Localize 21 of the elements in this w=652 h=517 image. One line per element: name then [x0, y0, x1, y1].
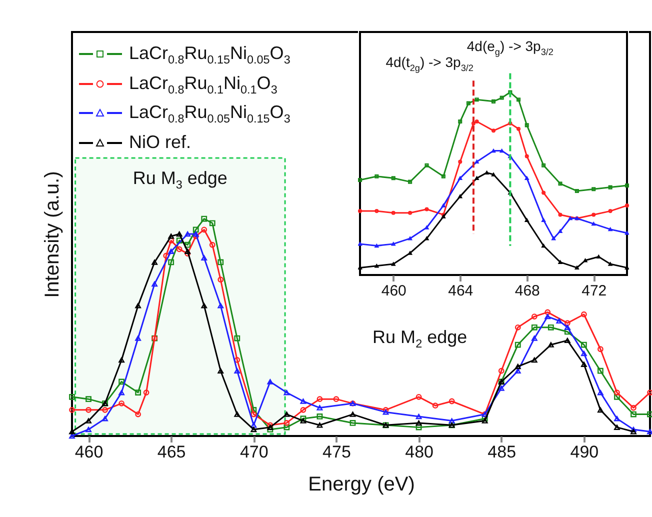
legend-label: LaCr$_{0.8}$Ru$_{0.1}$Ni$_{0.1}$O$_{3}$: [129, 72, 278, 96]
legend-label: LaCr$_{0.8}$Ru$_{0.05}$Ni$_{0.15}$O$_{3}$: [129, 102, 290, 126]
x-tick-label: 470: [240, 442, 268, 462]
x-tick-label: 475: [322, 442, 351, 462]
ref-line-label: 4d(e$_{g}$) -> 3p$_{3/2}$: [466, 38, 554, 57]
x-tick-label: 472: [582, 282, 607, 300]
x-tick-label: 465: [157, 442, 186, 462]
band-label: Ru M$_{3}$ edge: [132, 168, 228, 192]
x-tick-label: 480: [405, 442, 434, 462]
x-tick-label: 468: [514, 282, 540, 300]
x-tick-label: 460: [74, 442, 104, 462]
x-tick-label: 485: [488, 442, 516, 462]
legend-label: LaCr$_{0.8}$Ru$_{0.15}$Ni$_{0.05}$O$_{3}$: [129, 43, 290, 67]
y-axis-title: Intensity (a.u.): [42, 171, 64, 298]
legend-label: NiO ref.: [129, 132, 192, 152]
x-axis-title: Energy (eV): [308, 474, 415, 496]
x-tick-label: 460: [381, 282, 406, 300]
x-tick-label: 464: [448, 282, 474, 300]
x-tick-label: 490: [570, 442, 599, 462]
annotation: Ru M$_{2}$ edge: [372, 327, 468, 351]
ref-line-label: 4d(t$_{2g}$) -> 3p$_{3/2}$: [386, 54, 474, 73]
